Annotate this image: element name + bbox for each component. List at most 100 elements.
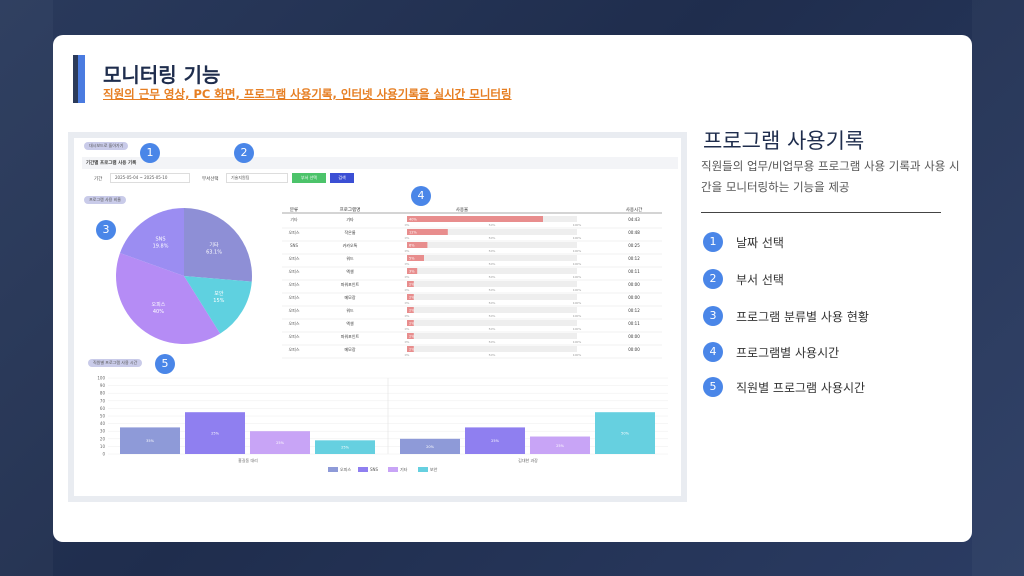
usage-bar-label: 2% [409, 335, 415, 339]
back-to-dashboard-link[interactable]: 대시보드로 돌아가기 [84, 142, 129, 150]
usage-bar-fill [407, 281, 414, 287]
usage-bar-tick: 0% [405, 236, 410, 240]
table-cell-time: 00:25 [628, 243, 640, 248]
bar [595, 412, 655, 454]
y-tick-label: 30 [100, 429, 106, 434]
usage-bar-tick: 100% [573, 249, 582, 253]
pie-slice [115, 252, 221, 344]
callout-badge-5: 5 [155, 354, 175, 374]
background-panel [972, 0, 1024, 576]
usage-bar-track [407, 255, 577, 261]
feature-label: 부서 선택 [736, 273, 784, 287]
bar [250, 431, 310, 454]
table-cell-program: 메모장 [344, 294, 355, 300]
slide-card: 모니터링 기능 직원의 근무 영상, PC 화면, 프로그램 사용기록, 인터넷… [53, 35, 972, 542]
bar-data-label: 25% [341, 446, 349, 450]
table-cell-time: 00:12 [628, 308, 640, 313]
table-cell-category: 오피스 [288, 255, 299, 261]
bar [185, 412, 245, 454]
pie-slice-percent: 40% [153, 309, 164, 315]
legend-label: 보안 [430, 466, 438, 472]
y-tick-label: 70 [100, 398, 106, 403]
feature-description: 직원들의 업무/비업무용 프로그램 사용 기록과 사용 시간을 모니터링하는 기… [701, 159, 960, 194]
usage-bar-tick: 50% [489, 314, 496, 318]
table-cell-category: SNS [290, 243, 299, 248]
employee-usage-bar-chart: 0 10 20 30 40 50 60 70 80 90 100 35% 25% 25% 25% 홍길동 대리… [97, 376, 668, 472]
usage-bar-fill [407, 320, 414, 326]
table-cell-time: 00:00 [628, 334, 640, 339]
feature-number-badge: 4 [703, 342, 723, 362]
bar-data-label: 25% [211, 432, 219, 436]
panel-header: 기간별 프로그램 사용 기록 [82, 157, 678, 169]
pie-slice-name: 기타 [209, 241, 219, 248]
table-cell-program: 작은룸 [344, 229, 355, 235]
usage-bar-tick: 50% [489, 288, 496, 292]
legend-swatch [418, 467, 428, 472]
usage-bar-track [407, 294, 577, 300]
usage-bar-label: 2% [409, 283, 415, 287]
feature-number-badge: 3 [703, 306, 723, 326]
table-cell-category: 오피스 [288, 229, 299, 235]
pie-slice [184, 276, 252, 334]
dept-label: 부서선택 [202, 177, 219, 182]
table-cell-time: 00:00 [628, 347, 640, 352]
legend-swatch [328, 467, 338, 472]
usage-bar-track [407, 242, 577, 248]
x-category-label: 홍길동 대리 [238, 457, 258, 463]
dept-input[interactable]: 기술지원팀 [226, 173, 288, 183]
legend-label: 기타 [400, 466, 408, 472]
usage-bar-label: 3% [409, 270, 415, 274]
usage-bar-track [407, 229, 577, 235]
usage-bar-tick: 50% [489, 327, 496, 331]
feature-title: 프로그램 사용기록 [703, 129, 865, 153]
table-cell-category: 오피스 [288, 346, 299, 352]
table-cell-program: 엑셀 [346, 268, 354, 274]
bar [530, 436, 590, 454]
pie-slice [120, 208, 184, 276]
search-button[interactable]: 검색 [330, 173, 354, 183]
table-cell-time: 00:48 [628, 230, 640, 235]
table-cell-program: 엑셀 [346, 320, 354, 326]
period-input[interactable]: 2025-05-04 ~ 2025-05-10 [110, 173, 190, 183]
dept-select-button[interactable]: 부서 선택 [292, 173, 326, 183]
usage-bar-tick: 100% [573, 223, 582, 227]
bar [120, 427, 180, 454]
table-header: 프로그램명 [340, 206, 361, 213]
table-header: 사용시간 [626, 206, 643, 213]
table-cell-time: 00:11 [628, 321, 640, 326]
feature-number-badge: 1 [703, 232, 723, 252]
screenshot-panel: 대시보드로 돌아가기 기간별 프로그램 사용 기록 기간 2025-05-04 … [68, 132, 687, 502]
y-tick-label: 60 [100, 406, 106, 411]
usage-bar-tick: 100% [573, 275, 582, 279]
callout-badge-3: 3 [96, 220, 116, 240]
bar-data-label: 50% [621, 432, 629, 436]
table-header: 사용율 [456, 206, 468, 213]
usage-bar-tick: 50% [489, 236, 496, 240]
table-cell-time: 00:00 [628, 282, 640, 287]
table-cell-program: 파워포인트 [341, 333, 360, 339]
usage-bar-label: 6% [409, 244, 415, 248]
usage-bar-tick: 0% [405, 301, 410, 305]
legend-label: 오피스 [340, 466, 351, 472]
usage-bar-tick: 0% [405, 353, 410, 357]
usage-bar-label: 5% [409, 257, 415, 261]
bar-data-label: 25% [556, 444, 564, 448]
table-cell-program: 카카오톡 [343, 242, 358, 248]
background-panel [0, 0, 53, 576]
usage-bar-fill [407, 229, 448, 235]
usage-bar-label: 40% [409, 218, 417, 222]
callout-badge-4: 4 [411, 186, 431, 206]
usage-bar-tick: 100% [573, 262, 582, 266]
slide-title: 모니터링 기능 [103, 63, 221, 87]
usage-bar-tick: 0% [405, 262, 410, 266]
usage-bar-tick: 50% [489, 223, 496, 227]
callout-badge-2: 2 [234, 143, 254, 163]
feature-label: 프로그램 분류별 사용 현황 [736, 310, 869, 324]
table-cell-program: 워드 [346, 307, 354, 313]
table-cell-program: 메모장 [344, 346, 355, 352]
y-tick-label: 50 [100, 414, 106, 419]
legend-swatch [388, 467, 398, 472]
table-cell-time: 00:11 [628, 269, 640, 274]
